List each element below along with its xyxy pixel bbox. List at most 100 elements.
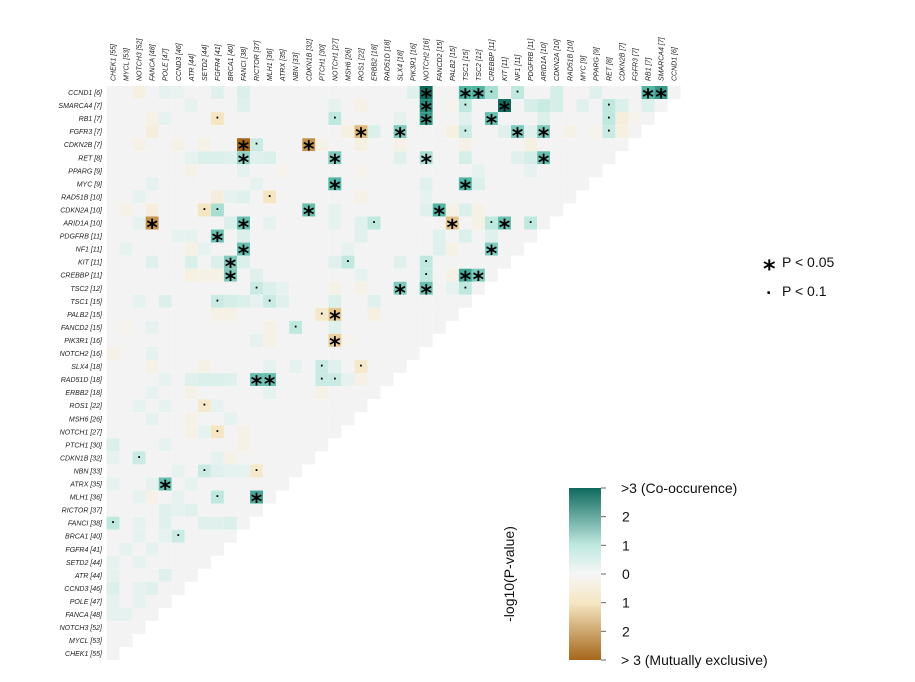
heatmap-cell bbox=[119, 281, 133, 295]
heatmap-cell bbox=[237, 125, 250, 139]
significance-dot: . bbox=[424, 254, 428, 265]
column-label: TSC2 [12] bbox=[476, 48, 483, 81]
heatmap-cell bbox=[315, 151, 329, 165]
heatmap-cell bbox=[276, 164, 290, 178]
heatmap-cell bbox=[145, 555, 159, 569]
heatmap-cell bbox=[328, 177, 342, 191]
heatmap-cell bbox=[524, 190, 538, 204]
heatmap-cell bbox=[419, 99, 433, 113]
heatmap-cell bbox=[354, 320, 368, 334]
heatmap-cell bbox=[537, 86, 551, 99]
significance-star: * bbox=[460, 86, 472, 111]
heatmap-cell bbox=[223, 164, 237, 178]
significance-dot: . bbox=[490, 215, 494, 226]
heatmap-cell bbox=[119, 621, 133, 635]
significance-star: * bbox=[238, 138, 250, 163]
heatmap-cell bbox=[498, 190, 511, 204]
heatmap-cell bbox=[223, 255, 237, 269]
heatmap-cell bbox=[119, 229, 133, 243]
heatmap-cell bbox=[511, 229, 525, 243]
heatmap-cell bbox=[197, 425, 211, 439]
heatmap-cell bbox=[237, 229, 250, 243]
heatmap-cell bbox=[263, 360, 277, 374]
heatmap-cell bbox=[576, 125, 590, 139]
row-label: MYCL [53] bbox=[69, 638, 103, 645]
heatmap-cell bbox=[210, 451, 224, 465]
heatmap-cell bbox=[537, 177, 551, 191]
heatmap-cell bbox=[524, 177, 538, 191]
heatmap-cell bbox=[197, 242, 211, 256]
heatmap-cell bbox=[210, 477, 224, 491]
colorbar-tick-label: > 3 (Mutually exclusive) bbox=[621, 652, 768, 668]
heatmap-cell bbox=[471, 86, 485, 99]
heatmap-cell bbox=[171, 516, 185, 530]
heatmap-cell bbox=[367, 164, 381, 178]
heatmap-cell bbox=[602, 125, 616, 139]
heatmap-cell bbox=[223, 412, 237, 426]
heatmap-cell bbox=[145, 86, 159, 99]
heatmap-cell bbox=[223, 86, 237, 99]
heatmap-cell bbox=[145, 99, 159, 113]
heatmap-cell bbox=[380, 268, 394, 282]
heatmap-cell bbox=[119, 99, 133, 113]
row-label: NBN [33] bbox=[74, 468, 103, 475]
significance-star: * bbox=[460, 177, 472, 202]
heatmap-cell bbox=[432, 125, 446, 139]
heatmap-cell bbox=[432, 203, 446, 217]
column-label: PPARG [9] bbox=[593, 46, 600, 81]
heatmap-cell bbox=[263, 477, 277, 491]
heatmap-cell bbox=[223, 203, 237, 217]
heatmap-cell bbox=[458, 281, 472, 295]
heatmap-cell bbox=[432, 151, 446, 165]
heatmap-cell bbox=[223, 307, 237, 321]
column-label: FANCA [48] bbox=[150, 43, 157, 81]
heatmap-cell bbox=[119, 255, 133, 269]
heatmap-cell bbox=[223, 360, 237, 374]
heatmap-cell bbox=[602, 86, 616, 99]
heatmap-cell bbox=[302, 164, 316, 178]
heatmap-cell bbox=[302, 151, 316, 165]
heatmap-cell bbox=[145, 203, 159, 217]
heatmap-cell bbox=[158, 242, 172, 256]
heatmap-cell bbox=[184, 503, 198, 517]
heatmap-cell bbox=[393, 151, 407, 165]
heatmap-cell bbox=[263, 203, 277, 217]
heatmap-cell bbox=[393, 320, 407, 334]
heatmap-cell bbox=[119, 451, 133, 465]
heatmap-cell bbox=[145, 490, 159, 504]
heatmap-cell bbox=[641, 99, 655, 113]
heatmap-cell bbox=[537, 190, 551, 204]
significance-dot: . bbox=[294, 319, 298, 330]
heatmap-cell bbox=[563, 138, 577, 152]
heatmap-cell bbox=[250, 386, 264, 400]
heatmap-cell bbox=[589, 112, 603, 126]
heatmap-cell bbox=[315, 112, 329, 126]
heatmap-cell bbox=[250, 216, 264, 230]
heatmap-cell bbox=[210, 320, 224, 334]
heatmap-cell bbox=[276, 190, 290, 204]
heatmap-cell bbox=[223, 516, 237, 530]
heatmap-cell bbox=[132, 164, 146, 178]
heatmap-cell bbox=[419, 255, 433, 269]
heatmap-cell bbox=[289, 464, 303, 478]
heatmap-cell bbox=[393, 125, 407, 139]
heatmap-cell bbox=[171, 294, 185, 308]
heatmap-cell bbox=[367, 386, 381, 400]
column-label: ATR [44] bbox=[189, 53, 196, 82]
heatmap-cell bbox=[289, 177, 303, 191]
heatmap-cell bbox=[289, 373, 303, 387]
heatmap-cell bbox=[406, 112, 420, 126]
heatmap-cell bbox=[210, 177, 224, 191]
heatmap-cell bbox=[145, 451, 159, 465]
heatmap-cell bbox=[380, 333, 394, 347]
heatmap-cell bbox=[315, 190, 329, 204]
heatmap-cell bbox=[628, 125, 642, 139]
heatmap-cell bbox=[380, 190, 394, 204]
heatmap-cell bbox=[171, 399, 185, 413]
heatmap-cell bbox=[641, 112, 655, 126]
column-label: NOTCH1 [27] bbox=[332, 38, 339, 81]
column-label: CHEK1 [55] bbox=[111, 43, 118, 81]
heatmap-cell bbox=[445, 164, 459, 178]
heatmap-cell bbox=[393, 281, 407, 295]
heatmap-cell bbox=[171, 203, 185, 217]
